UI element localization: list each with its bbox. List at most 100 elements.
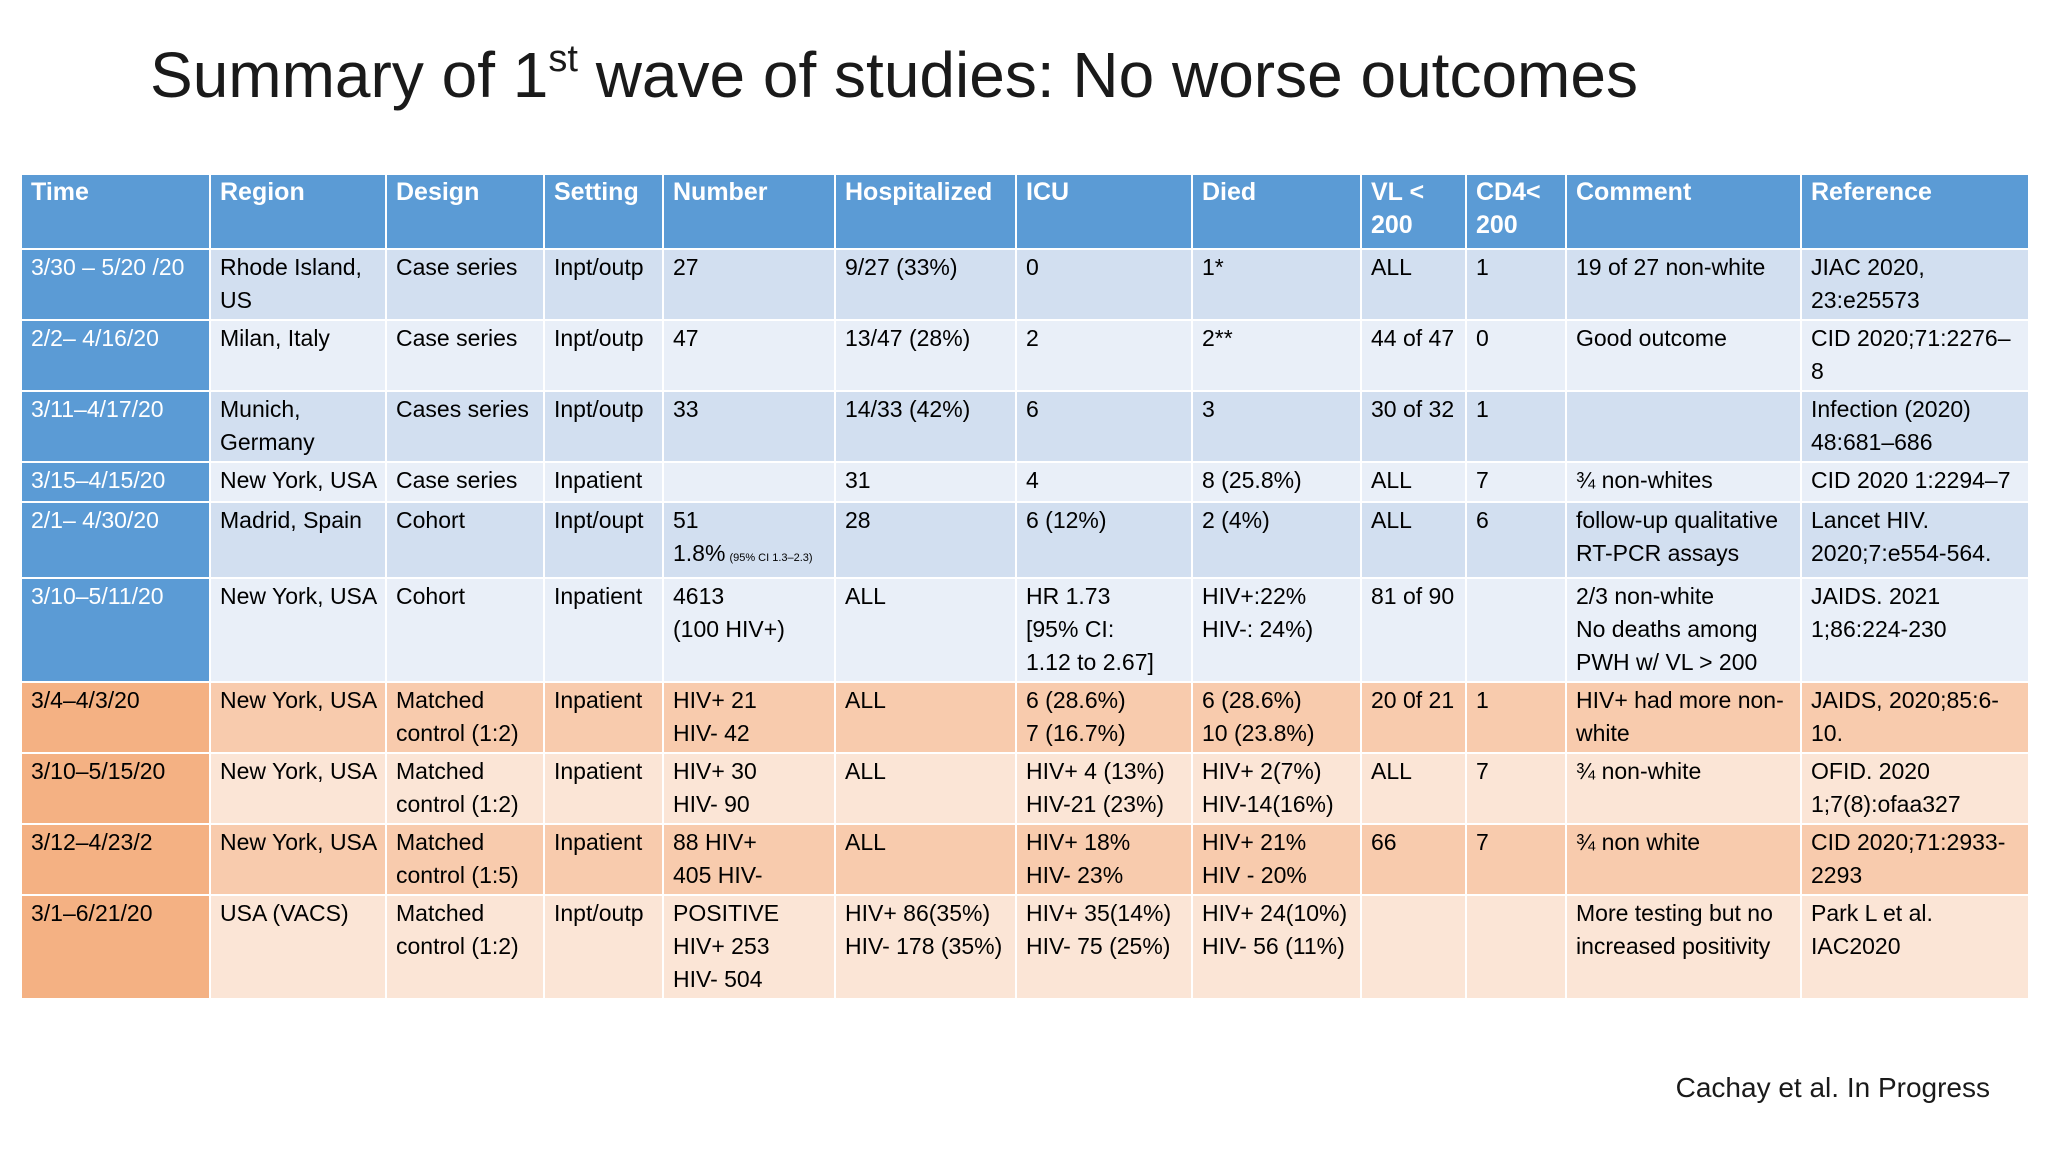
cell-number: 33 — [662, 390, 836, 463]
design-line: Matched — [396, 687, 485, 713]
table-body: 3/30 – 5/20 /20 Rhode Island, US Case serie… — [20, 248, 2030, 1000]
hospitalized-line: 31 — [845, 467, 871, 493]
cell-vl: ALL — [1360, 248, 1467, 321]
cell-design: Cohort — [385, 577, 545, 683]
died-line: HIV-14(16%) — [1202, 791, 1334, 817]
table-row: 3/10–5/15/20 New York, USA Matched control … — [20, 752, 2030, 825]
reference-line: Lancet HIV. — [1811, 507, 1930, 533]
cell-vl — [1360, 894, 1467, 1000]
number-line: 47 — [673, 325, 699, 351]
reference-line: IAC2020 — [1811, 933, 1901, 959]
cell-setting: Inpt/outp — [543, 248, 664, 321]
comment-line: HIV+ had more non- — [1576, 687, 1784, 713]
icu-line: 6 (28.6%) — [1026, 687, 1126, 713]
header-vl: VL < 200 — [1360, 173, 1467, 250]
cell-died: HIV+ 2(7%) HIV-14(16%) — [1191, 752, 1362, 825]
header-icu: ICU — [1015, 173, 1193, 250]
cell-design: Matched control (1:2) — [385, 894, 545, 1000]
reference-line: CID 2020;71:2276– — [1811, 325, 2011, 351]
died-line: 8 (25.8%) — [1202, 467, 1302, 493]
hospitalized-line: ALL — [845, 758, 886, 784]
cell-vl: ALL — [1360, 752, 1467, 825]
hospitalized-line: ALL — [845, 583, 886, 609]
cell-number: HIV+ 21 HIV- 42 — [662, 681, 836, 754]
cell-region: Munich, Germany — [209, 390, 387, 463]
cell-setting: Inpt/outp — [543, 319, 664, 392]
design-line: Cohort — [396, 507, 466, 533]
icu-line: 0 — [1026, 254, 1039, 280]
hospitalized-line: ALL — [845, 829, 886, 855]
died-line: 1* — [1202, 254, 1224, 280]
number-line: 33 — [673, 396, 699, 422]
reference-line: 1;7(8):ofaa327 — [1811, 791, 1961, 817]
header-number: Number — [662, 173, 836, 250]
cell-icu: 0 — [1015, 248, 1193, 321]
cell-setting: Inpt/outp — [543, 894, 664, 1000]
reference-line: 8 — [1811, 358, 1824, 384]
cell-vl: 81 of 90 — [1360, 577, 1467, 683]
cell-reference: CID 2020 1:2294–7 — [1800, 461, 2030, 503]
cell-died: 3 — [1191, 390, 1362, 463]
died-line: 10 (23.8%) — [1202, 720, 1315, 746]
reference-line: 10. — [1811, 720, 1843, 746]
cell-cd4 — [1465, 894, 1567, 1000]
region-line: US — [220, 287, 252, 313]
table-header-row: Time Region Design Setting Number Hospit… — [20, 173, 2030, 250]
region-line: Madrid, Spain — [220, 507, 362, 533]
attribution-text: Cachay et al. In Progress — [1675, 1072, 1990, 1103]
cell-setting: Inpatient — [543, 461, 664, 503]
cell-region: New York, USA — [209, 823, 387, 896]
header-vl-line-1: VL < — [1371, 178, 1425, 206]
icu-line: 4 — [1026, 467, 1039, 493]
cell-design: Cases series — [385, 390, 545, 463]
design-line: Case series — [396, 325, 518, 351]
cell-time: 3/15–4/15/20 — [20, 461, 211, 503]
cell-vl: 30 of 32 — [1360, 390, 1467, 463]
cell-region: New York, USA — [209, 752, 387, 825]
header-reference: Reference — [1800, 173, 2030, 250]
table-row: 3/4–4/3/20 New York, USA Matched control (1… — [20, 681, 2030, 754]
cell-hospitalized: ALL — [834, 577, 1017, 683]
icu-line: 2 — [1026, 325, 1039, 351]
number-line: HIV+ 30 — [673, 758, 757, 784]
icu-line: HIV+ 35(14%) — [1026, 900, 1172, 926]
cell-comment: More testing but no increased positivity — [1565, 894, 1802, 1000]
header-cd4-line-2: 200 — [1476, 211, 1518, 239]
comment-line: No deaths among — [1576, 616, 1758, 642]
header-time: Time — [20, 173, 211, 250]
comment-line: More testing but no — [1576, 900, 1773, 926]
title-text-end: wave of studies: No worse outcomes — [577, 39, 1638, 111]
number-line: HIV- 42 — [673, 720, 750, 746]
icu-line: HIV- 23% — [1026, 862, 1124, 888]
cell-cd4: 6 — [1465, 501, 1567, 579]
number-line: HIV- 504 — [673, 966, 763, 992]
cell-hospitalized: 28 — [834, 501, 1017, 579]
region-line: New York, USA — [220, 758, 378, 784]
table-row: 3/10–5/11/20 New York, USA Cohort Inpatient… — [20, 577, 2030, 683]
comment-line: ¾ non-whites — [1576, 467, 1713, 493]
cell-reference: OFID. 2020 1;7(8):ofaa327 — [1800, 752, 2030, 825]
design-line: control (1:2) — [396, 720, 519, 746]
cell-time: 3/10–5/11/20 — [20, 577, 211, 683]
reference-line: 2020;7:e554-564. — [1811, 540, 1992, 566]
icu-line: HIV+ 4 (13%) — [1026, 758, 1165, 784]
cell-died: 2 (4%) — [1191, 501, 1362, 579]
cell-hospitalized: HIV+ 86(35%) HIV- 178 (35%) — [834, 894, 1017, 1000]
cell-comment: ¾ non white — [1565, 823, 1802, 896]
cell-died: HIV+:22% HIV-: 24%) — [1191, 577, 1362, 683]
cell-design: Matched control (1:2) — [385, 681, 545, 754]
number-line: POSITIVE — [673, 900, 780, 926]
design-line: Matched — [396, 900, 485, 926]
cell-region: USA (VACS) — [209, 894, 387, 1000]
region-line: Munich, — [220, 396, 301, 422]
number-line: 51 — [673, 507, 699, 533]
cell-hospitalized: 31 — [834, 461, 1017, 503]
cell-hospitalized: 9/27 (33%) — [834, 248, 1017, 321]
cell-time: 2/1– 4/30/20 — [20, 501, 211, 579]
cell-vl: ALL — [1360, 461, 1467, 503]
reference-line: 48:681–686 — [1811, 429, 1933, 455]
title-superscript: st — [548, 38, 578, 80]
hospitalized-line: 13/47 (28%) — [845, 325, 971, 351]
header-design: Design — [385, 173, 545, 250]
cell-icu: HIV+ 4 (13%) HIV-21 (23%) — [1015, 752, 1193, 825]
